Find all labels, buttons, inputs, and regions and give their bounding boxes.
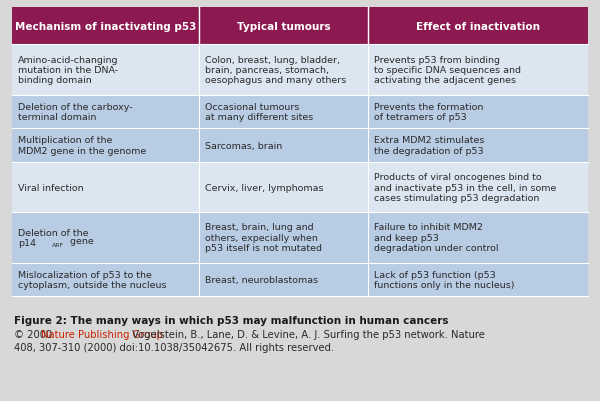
Text: Typical tumours: Typical tumours — [237, 22, 331, 32]
Text: Occasional tumours
at many different sites: Occasional tumours at many different sit… — [205, 103, 313, 122]
Text: Deletion of the carboxy-
terminal domain: Deletion of the carboxy- terminal domain — [19, 103, 133, 122]
Bar — [13, 263, 587, 296]
Text: Prevents the formation
of tetramers of p53: Prevents the formation of tetramers of p… — [374, 103, 484, 122]
Text: Products of viral oncogenes bind to
and inactivate p53 in the cell, in some
case: Products of viral oncogenes bind to and … — [374, 173, 556, 203]
Text: Mislocalization of p53 to the
cytoplasm, outside the nucleus: Mislocalization of p53 to the cytoplasm,… — [19, 270, 167, 290]
Text: Figure 2: The many ways in which p53 may malfunction in human cancers: Figure 2: The many ways in which p53 may… — [14, 315, 448, 325]
Bar — [13, 95, 587, 129]
Text: Viral infection: Viral infection — [19, 183, 84, 192]
Bar — [13, 8, 587, 45]
Text: Prevents p53 from binding
to specific DNA sequences and
activating the adjacent : Prevents p53 from binding to specific DN… — [374, 55, 521, 85]
Text: Breast, neuroblastomas: Breast, neuroblastomas — [205, 275, 318, 284]
Text: Deletion of the
p14: Deletion of the p14 — [19, 228, 89, 247]
Text: Failure to inhibit MDM2
and keep p53
degradation under control: Failure to inhibit MDM2 and keep p53 deg… — [374, 223, 499, 253]
Text: 408, 307-310 (2000) doi:10.1038/35042675. All rights reserved.: 408, 307-310 (2000) doi:10.1038/35042675… — [14, 342, 334, 352]
Text: Cervix, liver, lymphomas: Cervix, liver, lymphomas — [205, 183, 323, 192]
Text: Lack of p53 function (p53
functions only in the nucleus): Lack of p53 function (p53 functions only… — [374, 270, 515, 290]
Text: Mechanism of inactivating p53: Mechanism of inactivating p53 — [15, 22, 197, 32]
Bar — [13, 45, 587, 95]
Text: Effect of inactivation: Effect of inactivation — [416, 22, 540, 32]
Bar — [13, 162, 587, 213]
Bar — [13, 129, 587, 162]
Text: Sarcomas, brain: Sarcomas, brain — [205, 141, 283, 150]
Text: Amino-acid-changing
mutation in the DNA-
binding domain: Amino-acid-changing mutation in the DNA-… — [19, 55, 119, 85]
Text: Extra MDM2 stimulates
the degradation of p53: Extra MDM2 stimulates the degradation of… — [374, 136, 484, 155]
Text: © 2000: © 2000 — [14, 329, 55, 339]
Text: Colon, breast, lung, bladder,
brain, pancreas, stomach,
oesophagus and many othe: Colon, breast, lung, bladder, brain, pan… — [205, 55, 346, 85]
Bar — [13, 213, 587, 263]
Text: ARF: ARF — [52, 242, 64, 247]
Text: Breast, brain, lung and
others, expecially when
p53 itself is not mutated: Breast, brain, lung and others, expecial… — [205, 223, 322, 253]
Text: gene: gene — [67, 237, 94, 246]
Text: Multiplication of the
MDM2 gene in the genome: Multiplication of the MDM2 gene in the g… — [19, 136, 146, 155]
Text: Vogelstein, B., Lane, D. & Levine, A. J. Surfing the p53 network. ⁠Nature: Vogelstein, B., Lane, D. & Levine, A. J.… — [130, 329, 485, 339]
Text: Nature Publishing Group: Nature Publishing Group — [41, 329, 163, 339]
